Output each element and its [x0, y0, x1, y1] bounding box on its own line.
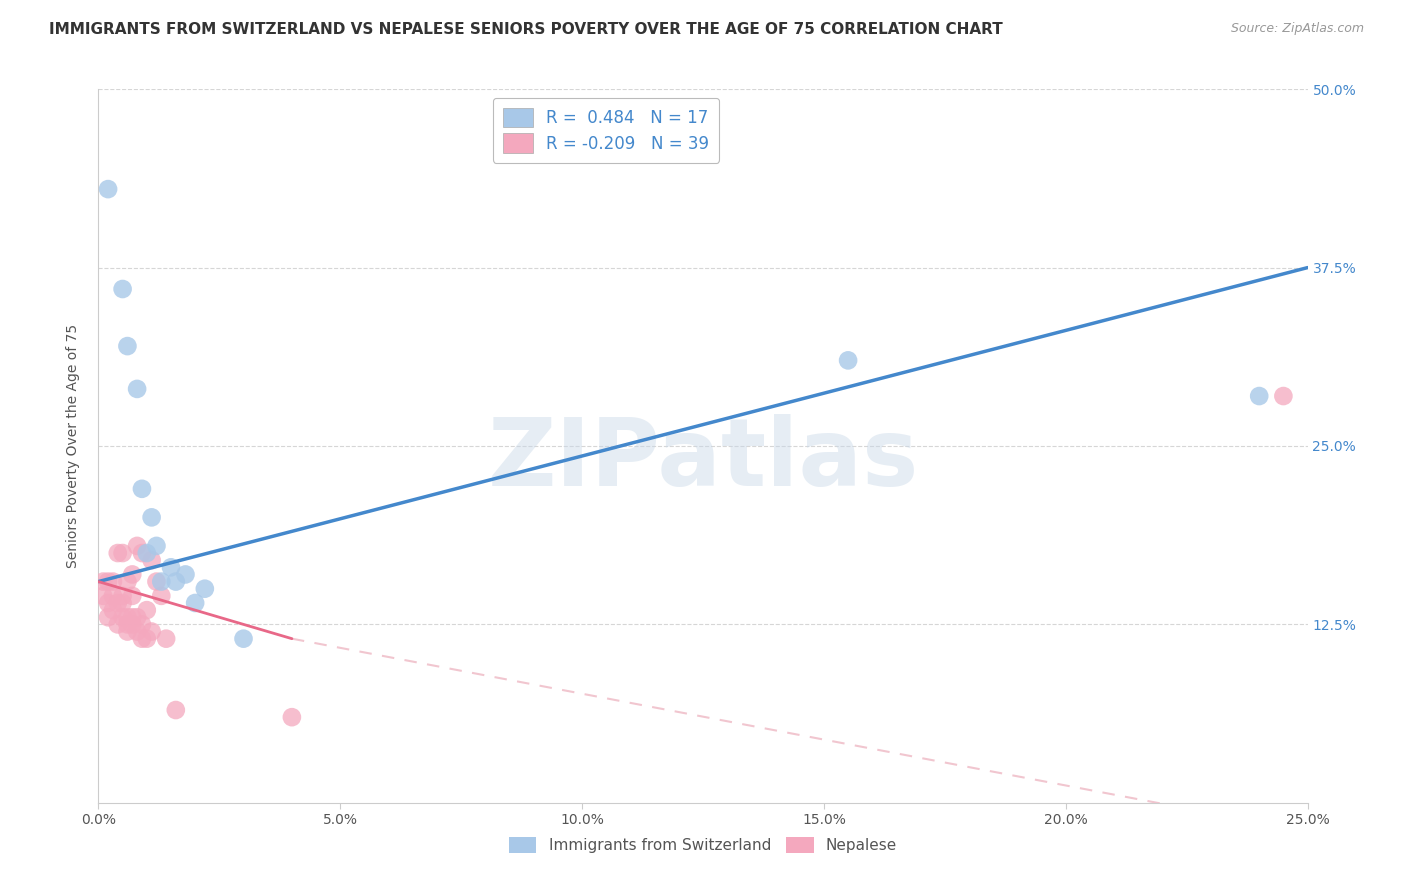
- Point: [97, 596, 120, 610]
- Point: [101, 589, 124, 603]
- Point: [111, 589, 134, 603]
- Point: [145, 574, 167, 589]
- Point: [97, 610, 120, 624]
- Point: [121, 610, 143, 624]
- Point: [91, 574, 114, 589]
- Point: [117, 610, 139, 624]
- Point: [194, 582, 217, 596]
- Point: [107, 596, 129, 610]
- Point: [97, 574, 120, 589]
- Legend: Immigrants from Switzerland, Nepalese: Immigrants from Switzerland, Nepalese: [503, 831, 903, 859]
- Point: [121, 589, 143, 603]
- Point: [131, 617, 153, 632]
- Point: [127, 382, 149, 396]
- Y-axis label: Seniors Poverty Over the Age of 75: Seniors Poverty Over the Age of 75: [66, 324, 80, 568]
- Point: [150, 574, 173, 589]
- Point: [232, 632, 254, 646]
- Point: [165, 703, 187, 717]
- Point: [160, 560, 183, 574]
- Point: [131, 546, 153, 560]
- Point: [184, 596, 207, 610]
- Point: [111, 610, 134, 624]
- Point: [121, 567, 143, 582]
- Point: [107, 617, 129, 632]
- Point: [101, 574, 124, 589]
- Point: [165, 574, 187, 589]
- Point: [111, 282, 134, 296]
- Point: [127, 539, 149, 553]
- Point: [135, 603, 157, 617]
- Point: [117, 617, 139, 632]
- Point: [1249, 389, 1271, 403]
- Point: [281, 710, 304, 724]
- Point: [141, 624, 163, 639]
- Point: [1272, 389, 1295, 403]
- Point: [121, 617, 143, 632]
- Point: [117, 339, 139, 353]
- Point: [111, 546, 134, 560]
- Text: ZIPatlas: ZIPatlas: [488, 414, 918, 507]
- Point: [135, 632, 157, 646]
- Point: [131, 632, 153, 646]
- Point: [135, 546, 157, 560]
- Point: [155, 632, 177, 646]
- Point: [91, 589, 114, 603]
- Point: [837, 353, 859, 368]
- Text: Source: ZipAtlas.com: Source: ZipAtlas.com: [1230, 22, 1364, 36]
- Point: [97, 182, 120, 196]
- Point: [101, 603, 124, 617]
- Point: [127, 624, 149, 639]
- Point: [107, 546, 129, 560]
- Point: [150, 589, 173, 603]
- Point: [127, 610, 149, 624]
- Point: [111, 596, 134, 610]
- Point: [145, 539, 167, 553]
- Point: [141, 553, 163, 567]
- Point: [131, 482, 153, 496]
- Point: [141, 510, 163, 524]
- Text: IMMIGRANTS FROM SWITZERLAND VS NEPALESE SENIORS POVERTY OVER THE AGE OF 75 CORRE: IMMIGRANTS FROM SWITZERLAND VS NEPALESE …: [49, 22, 1002, 37]
- Point: [174, 567, 197, 582]
- Point: [117, 624, 139, 639]
- Point: [117, 574, 139, 589]
